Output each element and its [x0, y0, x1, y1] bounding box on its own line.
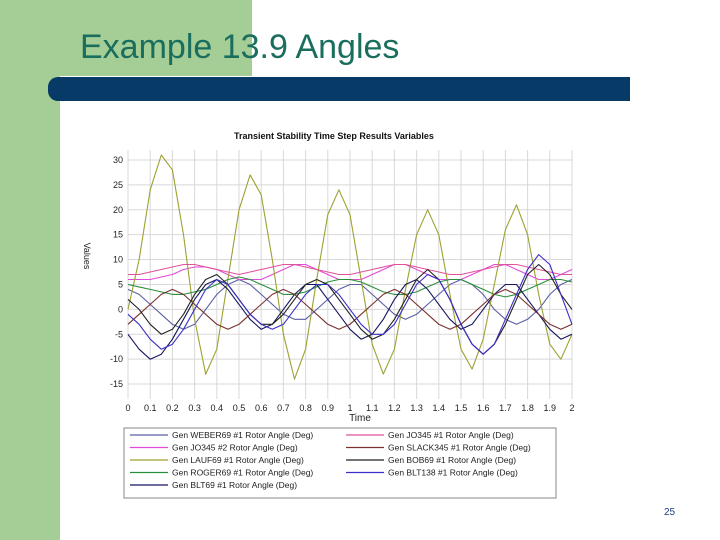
chart-container: Transient Stability Time Step Results Va…	[74, 124, 584, 504]
legend-label: Gen JO345 #2 Rotor Angle (Deg)	[172, 443, 298, 453]
page-number: 25	[664, 507, 676, 518]
x-tick-label: 1.3	[410, 403, 423, 413]
x-tick-label: 1.1	[366, 403, 379, 413]
legend-label: Gen ROGER69 #1 Rotor Angle (Deg)	[172, 468, 313, 478]
x-tick-label: 1.2	[388, 403, 401, 413]
y-tick-label: -10	[110, 354, 123, 364]
legend-label: Gen JO345 #1 Rotor Angle (Deg)	[388, 430, 514, 440]
legend-label: Gen WEBER69 #1 Rotor Angle (Deg)	[172, 430, 313, 440]
x-tick-label: 1.4	[433, 403, 446, 413]
y-tick-label: 25	[113, 180, 123, 190]
line-chart: Transient Stability Time Step Results Va…	[74, 124, 584, 504]
x-tick-label: 0	[125, 403, 130, 413]
x-tick-label: 0.3	[188, 403, 201, 413]
y-tick-label: 30	[113, 155, 123, 165]
y-tick-label: 10	[113, 255, 123, 265]
legend-label: Gen BLT69 #1 Rotor Angle (Deg)	[172, 480, 297, 490]
x-tick-label: 1.8	[521, 403, 534, 413]
series-line-8	[127, 263, 573, 355]
x-tick-label: 2	[569, 403, 574, 413]
x-tick-label: 0.7	[277, 403, 290, 413]
chart-title: Transient Stability Time Step Results Va…	[234, 131, 434, 141]
x-tick-label: 1.5	[455, 403, 468, 413]
series-line-6	[128, 263, 572, 276]
y-tick-labels: 30 25 20 15 10 5 0 -5 -10 -15	[110, 155, 123, 389]
legend-label: Gen LAUF69 #1 Rotor Angle (Deg)	[172, 455, 304, 465]
x-axis-label: Time	[349, 413, 371, 424]
chart-legend	[123, 427, 557, 499]
x-tick-label: 1.9	[544, 403, 557, 413]
series-line-1	[127, 278, 573, 330]
y-axis-label: Values	[82, 243, 92, 270]
title-rule	[48, 77, 630, 101]
x-tick-label: 1.7	[499, 403, 512, 413]
x-tick-label: 1.6	[477, 403, 490, 413]
title-accent-block	[60, 0, 252, 76]
x-tick-label: 0.2	[166, 403, 179, 413]
x-tick-label: 0.6	[255, 403, 268, 413]
y-tick-label: -5	[115, 329, 123, 339]
x-tick-label: 1	[347, 403, 352, 413]
x-tick-label: 0.4	[211, 403, 224, 413]
legend-entries: Gen WEBER69 #1 Rotor Angle (Deg) Gen JO34…	[130, 430, 531, 490]
y-tick-label: 5	[118, 279, 123, 289]
x-tick-labels: 0 0.1 0.2 0.3 0.4 0.5 0.6 0.7 0.8 0.9 1 1.1 1.2 1.3 1.…	[125, 403, 574, 413]
y-tick-label: 0	[118, 304, 123, 314]
legend-label: Gen BOB69 #1 Rotor Angle (Deg)	[388, 455, 516, 465]
y-tick-label: 15	[113, 230, 123, 240]
x-tick-label: 0.9	[322, 403, 335, 413]
y-tick-label: 20	[113, 205, 123, 215]
legend-label: Gen BLT138 #1 Rotor Angle (Deg)	[388, 468, 518, 478]
series-line-9	[127, 254, 573, 355]
chart-series	[127, 154, 573, 380]
series-line-7	[127, 288, 573, 330]
y-tick-label: -15	[110, 379, 123, 389]
slide-title: Example 13.9 Angles	[80, 28, 400, 66]
series-line-5	[127, 278, 573, 360]
legend-label: Gen SLACK345 #1 Rotor Angle (Deg)	[388, 443, 531, 453]
x-tick-label: 0.8	[299, 403, 312, 413]
x-tick-label: 0.1	[144, 403, 157, 413]
x-tick-label: 0.5	[233, 403, 246, 413]
